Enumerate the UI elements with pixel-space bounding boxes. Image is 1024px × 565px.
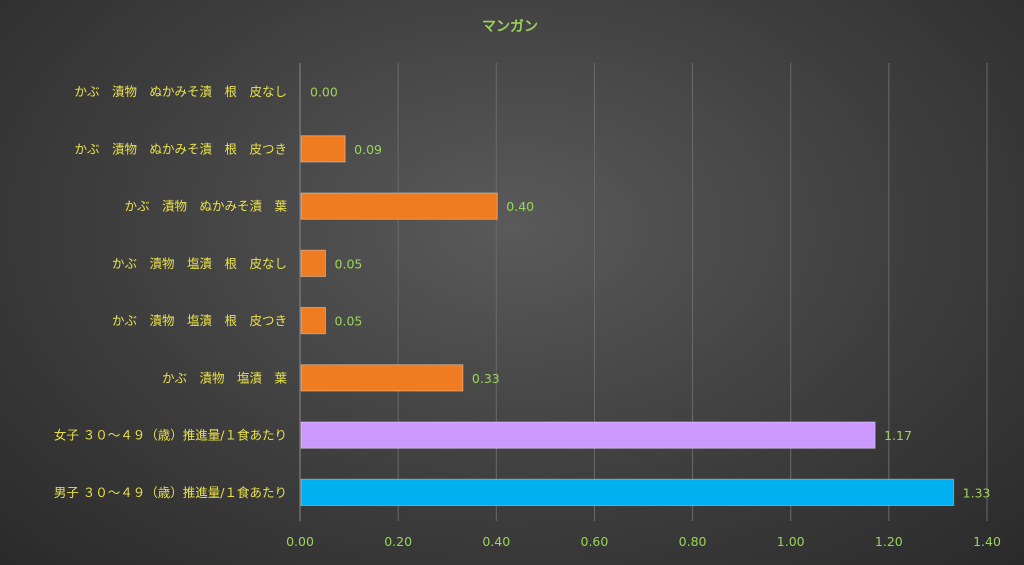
x-tick-label: 0.00 bbox=[286, 534, 314, 549]
data-label: 1.17 bbox=[884, 428, 912, 443]
category-label: かぶ 漬物 塩漬 根 皮つき bbox=[112, 313, 287, 328]
x-tick-label: 1.20 bbox=[875, 534, 903, 549]
category-label: 女子 ３０～４９（歳）推進量/１食あたり bbox=[54, 428, 287, 443]
bar bbox=[300, 192, 498, 220]
x-tick-label: 1.00 bbox=[777, 534, 805, 549]
bar bbox=[300, 306, 327, 335]
labels: 0.00 0.20 0.40 0.60 0.80 1.00 1.20 1.40 かぶ 漬物 ぬか… bbox=[54, 84, 1001, 549]
bar bbox=[300, 249, 327, 278]
category-label: 男子 ３０～４９（歳）推進量/１食あたり bbox=[54, 485, 287, 500]
category-label: かぶ 漬物 ぬかみそ漬 根 皮なし bbox=[74, 84, 287, 99]
bars bbox=[300, 135, 955, 507]
data-label: 0.09 bbox=[354, 142, 382, 157]
gridlines bbox=[299, 63, 988, 521]
category-label: かぶ 漬物 ぬかみそ漬 根 皮つき bbox=[74, 141, 287, 156]
category-label: かぶ 漬物 ぬかみそ漬 葉 bbox=[124, 199, 287, 214]
data-label: 0.40 bbox=[506, 199, 534, 214]
data-label: 0.00 bbox=[310, 85, 338, 100]
bar bbox=[300, 364, 464, 392]
x-tick-label: 0.60 bbox=[581, 534, 609, 549]
bar bbox=[300, 135, 346, 163]
data-label: 0.05 bbox=[335, 256, 363, 271]
x-tick-label: 0.80 bbox=[679, 534, 707, 549]
x-tick-label: 1.40 bbox=[973, 534, 1001, 549]
chart-title: マンガン bbox=[482, 19, 538, 35]
category-label: かぶ 漬物 塩漬 根 皮なし bbox=[112, 256, 287, 271]
data-label: 1.33 bbox=[963, 485, 991, 500]
category-label: かぶ 漬物 塩漬 葉 bbox=[162, 370, 288, 385]
x-tick-label: 0.40 bbox=[482, 534, 510, 549]
data-label: 0.33 bbox=[472, 371, 500, 386]
bar bbox=[300, 421, 876, 449]
bar bbox=[300, 478, 955, 507]
x-tick-label: 0.20 bbox=[384, 534, 412, 549]
data-label: 0.05 bbox=[335, 314, 363, 329]
